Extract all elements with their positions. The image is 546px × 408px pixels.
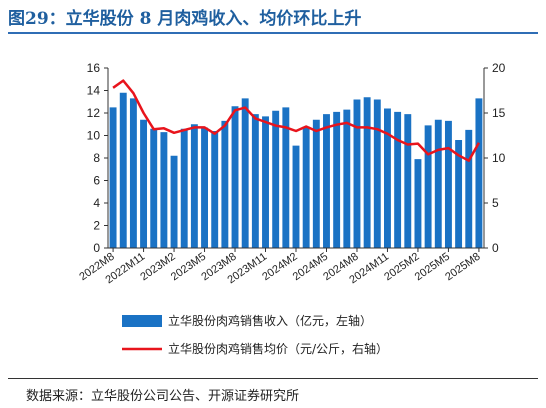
bar-2022M10 bbox=[129, 98, 137, 249]
bar-2023M12 bbox=[272, 110, 280, 248]
bar-2024M4 bbox=[312, 119, 320, 248]
bar-2025M6 bbox=[455, 140, 463, 248]
bar-2023M1 bbox=[160, 132, 168, 249]
bar-2023M3 bbox=[180, 128, 188, 248]
footer-divider bbox=[8, 378, 538, 379]
x-axis: 2022M82022M112023M22023M52023M82023M1120… bbox=[77, 247, 484, 286]
bar-2023M7 bbox=[221, 120, 229, 248]
bar-2022M8 bbox=[109, 107, 117, 249]
bar-2024M3 bbox=[302, 126, 310, 248]
left-tick-label-14: 14 bbox=[87, 84, 101, 98]
left-tick-label-0: 0 bbox=[93, 241, 100, 255]
bar-2024M9 bbox=[363, 97, 371, 248]
left-tick-label-16: 16 bbox=[87, 61, 101, 75]
legend-bar-swatch bbox=[122, 315, 162, 327]
bar-2025M2 bbox=[414, 159, 422, 249]
bar-2025M5 bbox=[444, 120, 452, 248]
page-title: 图29：立华股份 8 月肉鸡收入、均价环比上升 bbox=[8, 9, 362, 29]
left-tick-label-10: 10 bbox=[87, 129, 101, 143]
plot-area bbox=[109, 79, 483, 249]
bar-2023M2 bbox=[170, 155, 178, 248]
legend-bar-label: 立华股份肉鸡销售收入（亿元，左轴） bbox=[168, 313, 372, 328]
left-tick-label-12: 12 bbox=[87, 106, 101, 120]
bar-2025M7 bbox=[465, 129, 473, 249]
legend-line-label: 立华股份肉鸡销售均价（元/公斤，右轴） bbox=[168, 341, 388, 356]
title-divider bbox=[8, 32, 538, 34]
left-tick-label-6: 6 bbox=[93, 174, 100, 188]
bar-2023M9 bbox=[241, 98, 249, 249]
x-tick-label-2025M8: 2025M8 bbox=[443, 251, 482, 284]
bar-2023M10 bbox=[251, 114, 259, 249]
bar-2025M3 bbox=[424, 125, 432, 249]
bar-2024M8 bbox=[353, 99, 361, 248]
bar-2024M11 bbox=[384, 108, 391, 248]
bar-2023M8 bbox=[231, 106, 239, 248]
left-axis: 0 2 4 6 8 10 12 14 16 bbox=[87, 61, 109, 255]
left-tick-label-2: 2 bbox=[93, 219, 100, 233]
bar-2023M6 bbox=[211, 131, 219, 248]
bar-2024M6 bbox=[333, 111, 341, 249]
bar-2023M4 bbox=[190, 124, 198, 248]
right-tick-label-5: 5 bbox=[492, 196, 499, 210]
bar-2024M10 bbox=[373, 99, 381, 248]
bar-2024M7 bbox=[343, 109, 351, 249]
source-note: 数据来源：立华股份公司公告、开源证券研究所 bbox=[26, 389, 300, 404]
bar-2024M2 bbox=[292, 145, 300, 249]
left-tick-label-8: 8 bbox=[93, 151, 100, 165]
legend: 立华股份肉鸡销售收入（亿元，左轴） 立华股份肉鸡销售均价（元/公斤，右轴） bbox=[122, 313, 388, 356]
bar-2025M4 bbox=[434, 119, 442, 248]
bar-2023M5 bbox=[201, 127, 208, 248]
right-tick-label-20: 20 bbox=[492, 61, 506, 75]
bar-2025M1 bbox=[404, 114, 412, 249]
right-tick-label-0: 0 bbox=[492, 241, 499, 255]
bar-2024M1 bbox=[282, 107, 290, 249]
bar-2025M8 bbox=[475, 98, 483, 249]
bar-2022M12 bbox=[150, 128, 158, 248]
bar-2024M5 bbox=[323, 114, 330, 249]
chart: 0 2 4 6 8 10 12 14 16 0 5 10 15 20 2022M82022M112023… bbox=[77, 61, 506, 356]
left-tick-label-4: 4 bbox=[93, 196, 100, 210]
right-tick-label-10: 10 bbox=[492, 151, 506, 165]
right-tick-label-15: 15 bbox=[492, 106, 506, 120]
bar-2024M12 bbox=[394, 111, 402, 249]
bar-2022M11 bbox=[140, 119, 148, 248]
right-axis: 0 5 10 15 20 bbox=[483, 61, 506, 255]
bar-2022M9 bbox=[119, 92, 127, 248]
bar-2023M11 bbox=[262, 116, 269, 249]
